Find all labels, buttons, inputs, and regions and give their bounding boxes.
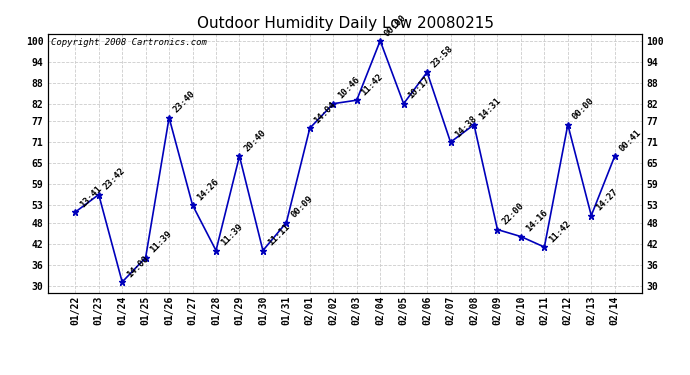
Text: Copyright 2008 Cartronics.com: Copyright 2008 Cartronics.com <box>51 38 207 46</box>
Text: 23:42: 23:42 <box>101 166 127 192</box>
Text: 00:09: 00:09 <box>289 194 315 220</box>
Text: 14:31: 14:31 <box>477 96 502 122</box>
Text: 00:00: 00:00 <box>571 96 596 122</box>
Text: 22:00: 22:00 <box>500 201 526 227</box>
Text: 14:26: 14:26 <box>195 177 221 202</box>
Text: 14:16: 14:16 <box>524 209 549 234</box>
Text: 14:04: 14:04 <box>313 100 338 125</box>
Text: 10:46: 10:46 <box>336 75 362 101</box>
Text: 11:42: 11:42 <box>359 72 385 98</box>
Text: 10:17: 10:17 <box>406 75 432 101</box>
Text: 11:39: 11:39 <box>219 222 244 248</box>
Title: Outdoor Humidity Daily Low 20080215: Outdoor Humidity Daily Low 20080215 <box>197 16 493 31</box>
Text: 11:11: 11:11 <box>266 222 291 248</box>
Text: 11:39: 11:39 <box>148 230 174 255</box>
Text: 13:41: 13:41 <box>78 184 104 209</box>
Text: 00:00: 00:00 <box>383 13 408 38</box>
Text: 20:40: 20:40 <box>242 128 268 153</box>
Text: 23:40: 23:40 <box>172 90 197 115</box>
Text: 00:41: 00:41 <box>618 128 643 153</box>
Text: 14:38: 14:38 <box>453 114 479 140</box>
Text: 14:27: 14:27 <box>594 188 620 213</box>
Text: 14:00: 14:00 <box>125 254 150 279</box>
Text: 11:42: 11:42 <box>547 219 573 244</box>
Text: 23:58: 23:58 <box>430 44 455 69</box>
